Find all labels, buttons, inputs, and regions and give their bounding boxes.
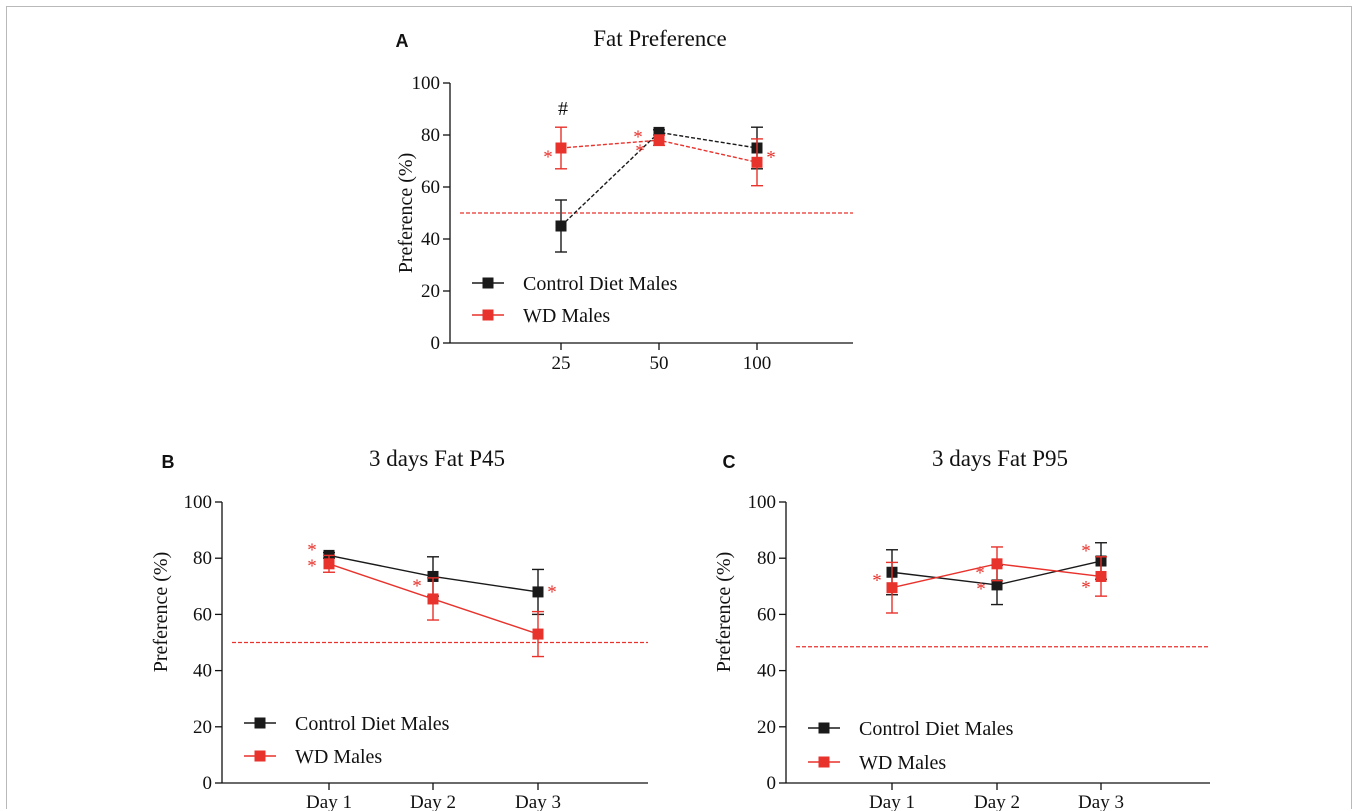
y-tick-label: 20 — [757, 717, 776, 738]
significance-star: * — [547, 582, 557, 603]
significance-star: * — [307, 556, 317, 577]
significance-star: * — [975, 563, 985, 584]
significance-star: * — [633, 127, 643, 148]
significance-star: * — [1081, 541, 1091, 562]
y-tick-label: 100 — [184, 492, 213, 513]
legend-label: Control Diet Males — [295, 713, 450, 735]
data-point — [653, 126, 665, 138]
y-tick-label: 40 — [421, 229, 440, 250]
y-tick-label: 60 — [193, 604, 212, 625]
chart-panel-c: C 3 days Fat P95 0 20 40 60 80 100 Day 1 Day 2 Day… — [713, 446, 1210, 811]
data-point — [555, 142, 567, 154]
y-tick-label: 0 — [203, 773, 213, 794]
y-tick-label: 20 — [193, 717, 212, 738]
x-tick-label: 50 — [650, 353, 669, 374]
panel-letter: A — [396, 31, 409, 51]
significance-star: * — [307, 540, 317, 561]
chart-title: 3 days Fat P45 — [369, 446, 505, 471]
legend-marker — [818, 722, 830, 734]
x-tick-label: Day 1 — [306, 792, 352, 811]
x-tick-label: 100 — [743, 353, 772, 374]
y-axis-label: Preference (%) — [150, 552, 172, 672]
series-line — [560, 131, 758, 227]
y-axis-label: Preference (%) — [713, 552, 735, 672]
y-tick-label: 80 — [193, 548, 212, 569]
panel-letter: C — [723, 452, 736, 472]
chart-title: Fat Preference — [593, 26, 726, 51]
data-point — [1095, 570, 1107, 582]
x-tick-label: Day 3 — [1078, 792, 1124, 811]
y-tick-label: 0 — [767, 773, 777, 794]
y-tick-label: 20 — [421, 281, 440, 302]
y-tick-label: 80 — [421, 125, 440, 146]
figure-frame — [6, 6, 1352, 809]
legend-label: Control Diet Males — [859, 718, 1014, 740]
data-point — [653, 134, 665, 146]
x-tick-label: Day 2 — [974, 792, 1020, 811]
legend-marker — [482, 277, 494, 289]
significance-star: * — [635, 141, 645, 162]
y-tick-label: 80 — [757, 548, 776, 569]
y-tick-label: 100 — [748, 492, 777, 513]
data-point — [751, 156, 763, 168]
legend-label: WD Males — [295, 746, 382, 768]
legend-marker — [254, 750, 266, 762]
x-tick-label: Day 3 — [515, 792, 561, 811]
x-tick-label: 25 — [552, 353, 571, 374]
data-point — [555, 220, 567, 232]
chart-panel-a: A Fat Preference 0 20 40 60 80 100 25 50 100 Prefer… — [395, 26, 853, 374]
data-point — [991, 579, 1003, 591]
data-point — [532, 628, 544, 640]
y-tick-label: 60 — [757, 604, 776, 625]
data-point — [427, 593, 439, 605]
x-tick-label: Day 2 — [410, 792, 456, 811]
significance-star: * — [766, 147, 776, 168]
legend-marker — [482, 309, 494, 321]
hash-annotation: # — [558, 98, 568, 120]
legend-marker — [254, 717, 266, 729]
y-tick-label: 40 — [757, 661, 776, 682]
significance-star: * — [543, 147, 553, 168]
legend-marker — [818, 756, 830, 768]
data-point — [427, 570, 439, 582]
significance-star: * — [872, 571, 882, 592]
legend-label: Control Diet Males — [523, 273, 678, 295]
significance-star: * — [1081, 577, 1091, 598]
x-tick-label: Day 1 — [869, 792, 915, 811]
panel-letter: B — [162, 452, 175, 472]
significance-star: * — [412, 576, 422, 597]
y-tick-label: 40 — [193, 661, 212, 682]
data-point — [886, 582, 898, 594]
legend-label: WD Males — [859, 752, 946, 774]
y-tick-label: 60 — [421, 177, 440, 198]
data-point — [991, 558, 1003, 570]
data-point — [323, 558, 335, 570]
y-axis-label: Preference (%) — [395, 153, 417, 273]
chart-panel-b: B 3 days Fat P45 0 20 40 60 80 100 Day 1 Day 2 Day… — [150, 446, 648, 811]
y-tick-label: 100 — [412, 73, 441, 94]
y-tick-label: 0 — [431, 333, 441, 354]
significance-star: * — [976, 579, 986, 600]
chart-title: 3 days Fat P95 — [932, 446, 1068, 471]
data-point — [532, 586, 544, 598]
legend-label: WD Males — [523, 305, 610, 327]
